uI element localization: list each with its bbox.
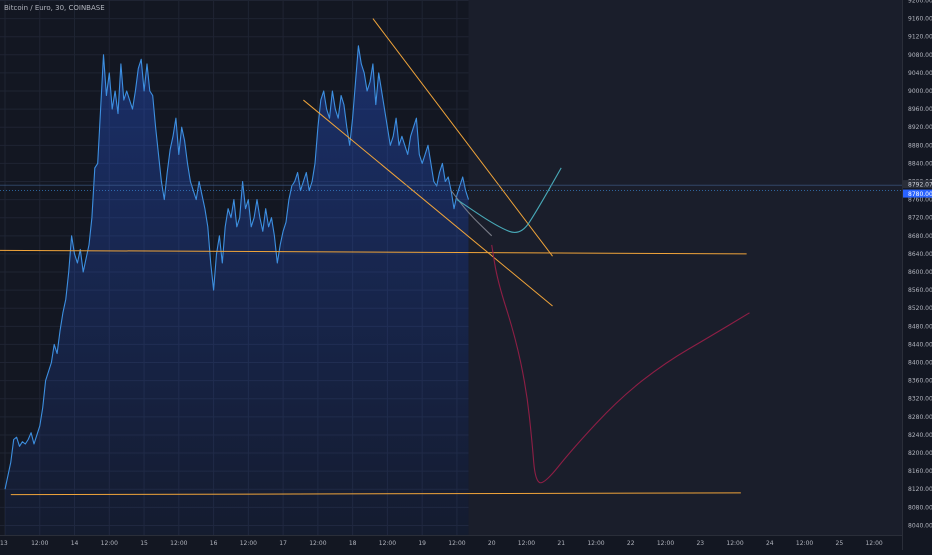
price-tick-label: 8440.00 xyxy=(908,341,932,348)
price-tick-label: 9080.00 xyxy=(908,52,932,59)
price-tick-label: 8960.00 xyxy=(908,106,932,113)
price-tick-label: 8160.00 xyxy=(908,468,932,475)
price-tick-label: 8400.00 xyxy=(908,360,932,367)
price-tick-label: 9000.00 xyxy=(908,88,932,95)
price-tick-label: 8320.00 xyxy=(908,396,932,403)
time-tick-label: 12:00 xyxy=(309,540,326,547)
price-tick-label: 8880.00 xyxy=(908,142,932,149)
time-tick-label: 22 xyxy=(627,540,635,547)
time-tick-label: 24 xyxy=(766,540,774,547)
price-tick-label: 8480.00 xyxy=(908,323,932,330)
time-tick-label: 12:00 xyxy=(587,540,604,547)
price-tick-label: 8920.00 xyxy=(908,124,932,131)
time-tick-label: 15 xyxy=(140,540,148,547)
time-tick-label: 12:00 xyxy=(31,540,48,547)
time-axis: 13 12:00 14 12:00 15 12:00 16 12:00 17 12:00 18 12:… xyxy=(0,536,902,548)
price-tick-label: 9040.00 xyxy=(908,70,932,77)
time-tick-label: 12:00 xyxy=(240,540,257,547)
time-tick-label: 21 xyxy=(557,540,565,547)
time-tick-label: 12:00 xyxy=(518,540,535,547)
price-tick-label: 8640.00 xyxy=(908,251,932,258)
time-tick-label: 16 xyxy=(210,540,218,547)
price-tick-label: 8600.00 xyxy=(908,269,932,276)
price-tick-label: 9200.00 xyxy=(908,0,932,5)
price-tick-label: 8280.00 xyxy=(908,414,932,421)
price-tick-label: 8120.00 xyxy=(908,486,932,493)
price-tick-label: 8200.00 xyxy=(908,450,932,457)
price-tick-label: 8240.00 xyxy=(908,432,932,439)
price-tick-label: 9160.00 xyxy=(908,16,932,23)
time-tick-label: 12:00 xyxy=(101,540,118,547)
price-badge-label: 8792.07 xyxy=(908,182,932,189)
time-tick-label: 19 xyxy=(418,540,426,547)
time-tick-label: 17 xyxy=(279,540,287,547)
time-tick-label: 12:00 xyxy=(448,540,465,547)
price-tick-label: 8080.00 xyxy=(908,504,932,511)
chart-title: Bitcoin / Euro, 30, COINBASE xyxy=(4,4,105,12)
time-tick-label: 14 xyxy=(71,540,79,547)
last-price-badge-label: 8780.00 xyxy=(908,191,932,198)
time-tick-label: 12:00 xyxy=(170,540,187,547)
time-tick-label: 12:00 xyxy=(657,540,674,547)
price-axis: 8040.00 8080.00 8120.00 8160.00 8200.00 8240.… xyxy=(903,0,932,550)
price-tick-label: 8720.00 xyxy=(908,215,932,222)
price-tick-label: 8040.00 xyxy=(908,522,932,529)
time-tick-label: 12:00 xyxy=(796,540,813,547)
time-tick-label: 12:00 xyxy=(726,540,743,547)
time-tick-label: 20 xyxy=(488,540,496,547)
time-tick-label: 13 xyxy=(0,540,8,547)
price-tick-label: 8680.00 xyxy=(908,233,932,240)
time-tick-label: 12:00 xyxy=(865,540,882,547)
time-tick-label: 12:00 xyxy=(379,540,396,547)
time-tick-label: 23 xyxy=(696,540,704,547)
price-tick-label: 8560.00 xyxy=(908,287,932,294)
time-tick-label: 25 xyxy=(836,540,844,547)
price-tick-label: 8360.00 xyxy=(908,378,932,385)
price-tick-label: 8840.00 xyxy=(908,160,932,167)
price-tick-label: 9120.00 xyxy=(908,34,932,41)
time-tick-label: 18 xyxy=(349,540,357,547)
price-tick-label: 8520.00 xyxy=(908,305,932,312)
